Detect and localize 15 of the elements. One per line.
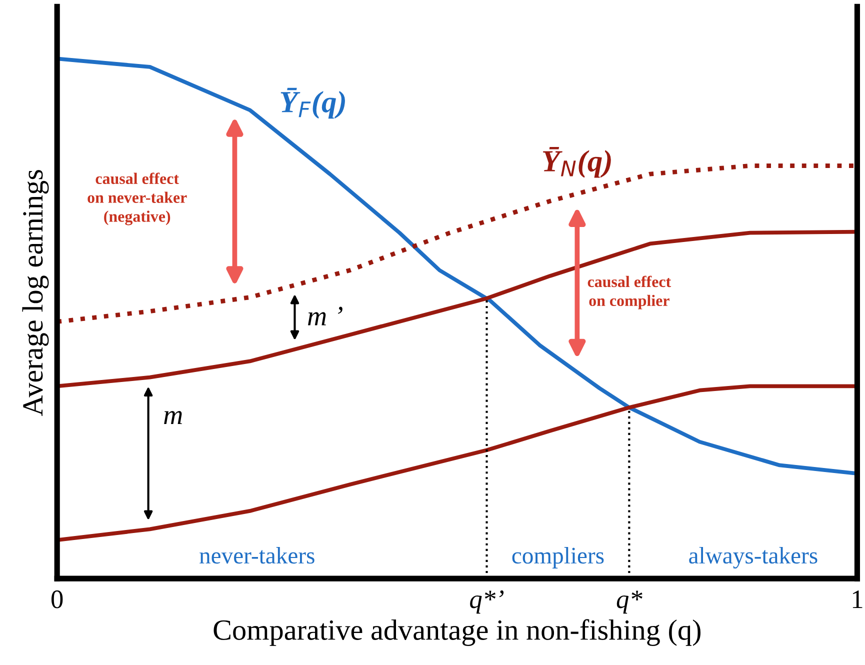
x-tick-label: q* (616, 590, 642, 614)
x-axis-title: Comparative advantage in non-fishing (q) (214, 619, 700, 646)
annotation: causal effect on never-taker (negative) (88, 172, 187, 226)
y-axis-title: Average log earnings (22, 170, 49, 416)
series-label: Ȳ$_{F}$(q) (280, 88, 345, 119)
annotation: m (164, 410, 182, 424)
x-tick-label: 1 (852, 590, 862, 608)
annotation: causal effect on complier (588, 276, 672, 310)
series-label: Ȳ$_{N}$(q) (542, 146, 611, 178)
x-tick-label: q*’ (470, 590, 504, 614)
annotation: never-takers (200, 547, 314, 564)
annotation: m ’ (308, 306, 342, 326)
annotation: compliers (512, 547, 604, 568)
annotation: always-takers (689, 547, 818, 568)
x-tick-label: 0 (52, 590, 63, 608)
